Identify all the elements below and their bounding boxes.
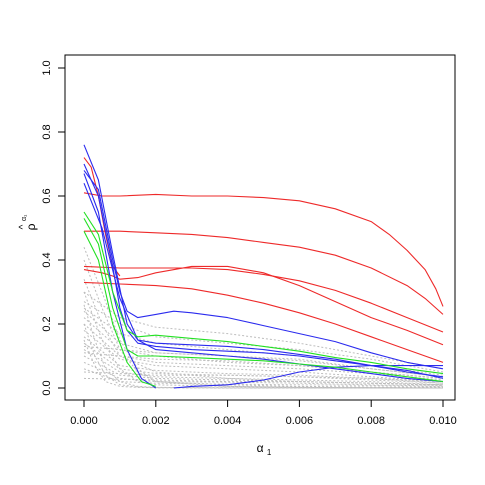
y-tick-label: 0.0: [41, 380, 53, 395]
gray-series-line: [83, 352, 444, 379]
red-series-line: [83, 281, 444, 363]
y-axis-label-superscript: α₁: [21, 214, 28, 221]
plot-frame: [64, 54, 456, 401]
y-axis: 0.0 0.2 0.4 0.6 0.8 1.0: [41, 60, 66, 396]
y-axis-label-main: ρ: [24, 223, 38, 230]
gray-series-line: [83, 291, 444, 370]
gray-series-line: [83, 368, 444, 388]
blue-series-line: [83, 144, 444, 379]
green-series-line: [83, 218, 444, 383]
gray-series-line: [83, 279, 444, 386]
colored-series-group: [83, 144, 444, 389]
y-tick-label: 1.0: [41, 60, 53, 75]
gray-series-line: [83, 349, 444, 386]
red-series-line: [83, 265, 444, 333]
x-tick-label: 0.004: [214, 415, 242, 427]
x-axis-label-subscript: 1: [267, 448, 272, 457]
blue-series-line: [83, 170, 444, 370]
gray-series-line: [83, 301, 444, 373]
gray-series-line: [83, 304, 444, 389]
gray-series-line: [83, 339, 443, 389]
gray-series-line: [83, 291, 444, 389]
y-tick-label: 0.6: [41, 188, 53, 203]
red-series-line: [83, 265, 444, 346]
x-tick-label: 0.010: [429, 415, 457, 427]
green-series-line: [83, 211, 444, 375]
blue-series-line: [173, 365, 443, 389]
gray-series-line: [83, 336, 444, 384]
y-tick-label: 0.2: [41, 316, 53, 331]
x-tick-label: 0.002: [142, 415, 170, 427]
x-axis-label-main: α: [257, 441, 264, 455]
blue-series-line: [83, 173, 157, 389]
red-series-line: [84, 230, 444, 315]
y-tick-label: 0.4: [41, 252, 53, 267]
x-tick-label: 0.006: [286, 415, 314, 427]
green-series-line: [83, 230, 156, 387]
x-tick-label: 0.008: [357, 415, 385, 427]
red-series-line: [83, 192, 444, 307]
x-axis-label: α 1: [257, 441, 272, 457]
blue-series-line: [83, 163, 444, 378]
y-axis-label: ρ ^ α₁: [18, 214, 38, 230]
y-tick-label: 0.8: [41, 124, 53, 139]
x-axis: 0.000 0.002 0.004 0.006 0.008 0.010: [70, 399, 457, 427]
gray-series-line: [83, 345, 444, 378]
y-axis-label-hat: ^: [18, 224, 29, 229]
x-tick-label: 0.000: [70, 415, 98, 427]
gray-series-line: [83, 247, 444, 389]
blue-series-line: [83, 182, 444, 383]
